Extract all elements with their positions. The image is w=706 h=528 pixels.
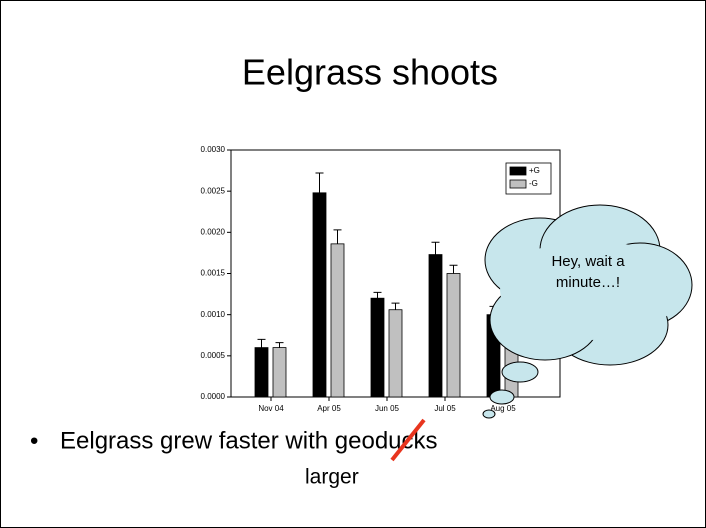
error-bar <box>333 229 342 244</box>
y-tick-label: 0.0030 <box>201 145 226 154</box>
callout-line: minute…! <box>556 274 620 291</box>
error-bar <box>449 264 458 274</box>
chart: 0.0000 0.0005 0.0010 0.0015 0.0020 0.0025 0.00… <box>201 145 561 413</box>
bullet-text: Eelgrass grew faster with geoducks <box>60 427 438 454</box>
bar <box>254 347 269 398</box>
x-tick-label: Aug 05 <box>490 404 516 413</box>
callout-cloud <box>482 204 693 419</box>
correction: larger <box>305 466 359 489</box>
bar <box>330 243 345 398</box>
overlay: • Eelgrass grew faster with geoducks lar… <box>30 204 693 489</box>
error-bar <box>257 338 266 348</box>
y-tick-label: 0.0015 <box>201 269 226 278</box>
error-bar <box>391 302 400 310</box>
x-tick-label: Jun 05 <box>375 404 400 413</box>
bar <box>388 309 403 398</box>
callout-line: Hey, wait a <box>551 253 625 270</box>
bar <box>446 273 461 398</box>
legend-swatch <box>509 166 527 176</box>
error-bar <box>275 342 284 348</box>
legend-swatch <box>509 179 527 189</box>
error-bar <box>373 291 382 299</box>
bar <box>428 254 443 398</box>
error-bar <box>315 172 324 193</box>
legend-label: -G <box>529 179 538 188</box>
legend-label: +G <box>529 166 540 175</box>
slide-title: Eelgrass shoots <box>242 52 498 93</box>
error-bar <box>431 241 440 255</box>
x-tick-label: Apr 05 <box>317 404 341 413</box>
bar <box>312 192 327 398</box>
bar <box>272 347 287 398</box>
y-tick-label: 0.0025 <box>201 186 226 195</box>
strike <box>390 418 426 462</box>
bullet-dot: • <box>30 427 38 454</box>
y-tick-label: 0.0005 <box>201 351 226 360</box>
y-tick-label: 0.0010 <box>201 310 226 319</box>
x-tick-label: Nov 04 <box>258 404 284 413</box>
x-tick-label: Jul 05 <box>434 404 456 413</box>
y-tick-label: 0.0020 <box>201 227 226 236</box>
y-tick-label: 0.0000 <box>201 392 226 401</box>
bar <box>370 297 385 398</box>
